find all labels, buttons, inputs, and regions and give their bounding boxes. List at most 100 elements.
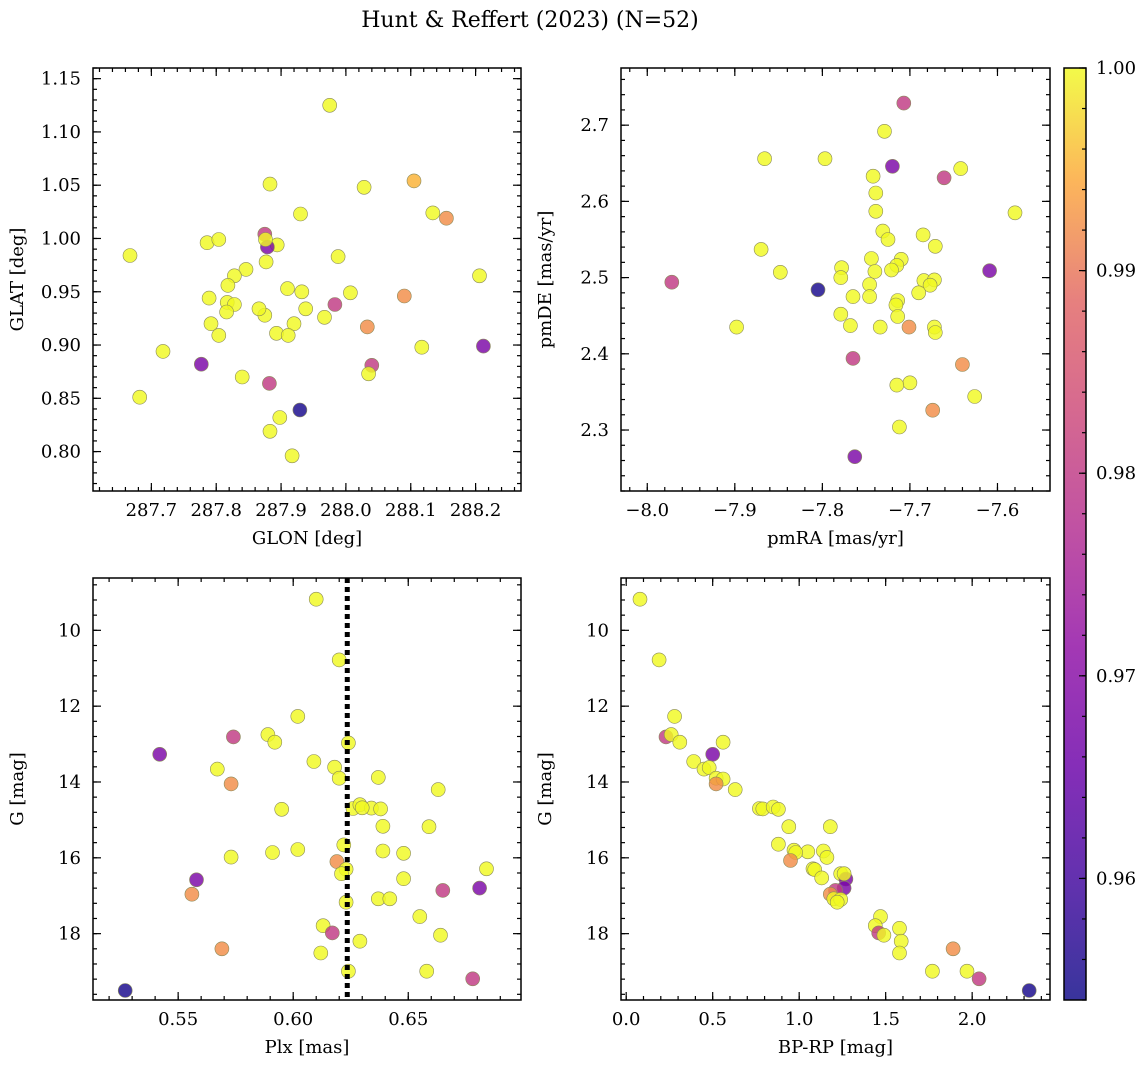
cmd-point <box>876 927 892 943</box>
cmd-point <box>971 971 987 987</box>
plx-point <box>210 761 225 777</box>
pm-point <box>868 204 884 219</box>
cmd-point <box>836 866 852 882</box>
cmd-point <box>708 776 724 792</box>
cmd-point <box>945 941 961 957</box>
cmd-point <box>771 801 786 817</box>
plx-point <box>226 729 241 745</box>
cmd-point <box>667 709 682 724</box>
sky-point <box>406 173 422 189</box>
plx-point <box>331 770 347 786</box>
plx-point <box>214 941 230 957</box>
sky-xtick-label: 287.7 <box>126 500 178 521</box>
sky-point <box>414 339 430 355</box>
plx-point <box>382 891 398 907</box>
plx-point <box>375 843 391 859</box>
sky-point <box>327 297 343 312</box>
plx-ylabel: G [mag] <box>7 752 28 825</box>
cmd-xtick-label: 0.0 <box>612 1009 641 1030</box>
cmd-point <box>959 963 975 979</box>
colorbar-tick-label: 1.00 <box>1096 58 1136 79</box>
pm-xtick-label: −7.9 <box>713 500 757 521</box>
pm-point <box>868 185 884 201</box>
plx-point <box>352 933 368 949</box>
plx-point <box>412 909 428 924</box>
plx-point <box>370 770 386 785</box>
plx-xtick-label: 0.55 <box>158 1009 198 1030</box>
plx-ytick-label: 16 <box>58 848 81 869</box>
plx-point <box>324 925 340 941</box>
sky-point <box>396 288 412 304</box>
plx-point <box>479 861 494 877</box>
sky-point <box>280 281 295 296</box>
sky-point <box>132 389 147 405</box>
pm-point <box>892 419 907 435</box>
pm-point <box>922 277 938 293</box>
cmd-point <box>715 734 731 750</box>
panel-pm: −8.0 −7.9 −7.8 −7.7 −7.6 2.3 2.4 2.5 2.6 2.7 pmRA … <box>535 67 1051 549</box>
cmd-frame <box>620 577 1051 1001</box>
pm-point <box>843 318 858 333</box>
cmd-xtick-label: 2.0 <box>958 1009 987 1030</box>
cmd-xtick-label: 1.5 <box>871 1009 900 1030</box>
sky-point <box>238 262 254 277</box>
sky-xtick-label: 287.8 <box>190 500 242 521</box>
cmd-point <box>727 782 743 797</box>
plx-point <box>184 886 200 902</box>
sky-xtick-label: 288.0 <box>320 500 372 521</box>
sky-point <box>472 268 487 284</box>
pm-point <box>927 239 943 254</box>
pm-ytick-label: 2.7 <box>580 115 609 136</box>
cmd-ytick-label: 16 <box>586 848 609 869</box>
sky-point <box>211 328 227 343</box>
cmd-xtick-label: 0.5 <box>698 1009 727 1030</box>
cmd-point <box>1021 983 1037 998</box>
sky-ytick-label: 0.90 <box>41 335 81 356</box>
sky-point <box>194 356 209 372</box>
pm-ylabel: pmDE [mas/yr] <box>535 211 556 349</box>
pm-point <box>872 319 888 335</box>
pm-point <box>772 264 788 280</box>
panel-sky: 287.7 287.8 287.9 288.0 288.1 288.2 0.80 0.85 0.… <box>7 67 522 549</box>
sky-point <box>476 338 491 354</box>
plx-point <box>472 880 487 896</box>
sky-ytick-label: 1.10 <box>41 122 81 143</box>
colorbar-tick-label: 0.96 <box>1096 868 1136 889</box>
cmd-point <box>819 850 835 865</box>
cmd-point <box>632 591 648 607</box>
cmd-xlabel: BP-RP [mag] <box>778 1037 893 1058</box>
sky-point <box>361 366 376 382</box>
plx-ytick-label: 14 <box>58 772 81 793</box>
plx-point <box>267 734 283 750</box>
pm-point <box>880 232 896 247</box>
plx-ytick-label: 10 <box>58 620 81 641</box>
plx-point <box>290 709 306 724</box>
plx-point <box>433 927 448 943</box>
cmd-point <box>781 819 797 835</box>
pm-point <box>864 251 879 266</box>
figure-title: Hunt & Reffert (2023) (N=52) <box>361 8 699 33</box>
sky-ytick-label: 1.05 <box>41 175 81 196</box>
sky-point <box>317 309 332 325</box>
cmd-point <box>672 734 688 750</box>
sky-point <box>280 328 296 343</box>
sky-ytick-label: 1.15 <box>41 69 81 90</box>
pm-point <box>884 262 899 278</box>
sky-point <box>298 301 314 317</box>
plx-point <box>223 776 239 792</box>
plx-point <box>313 945 329 961</box>
sky-point <box>272 410 288 425</box>
pm-point <box>925 402 941 418</box>
sky-point <box>258 254 274 270</box>
sky-frame <box>92 67 522 492</box>
pm-point <box>810 282 826 298</box>
sky-point <box>425 205 441 221</box>
cmd-point <box>771 836 786 852</box>
sky-point <box>262 176 278 192</box>
cmd-point <box>705 746 721 762</box>
plx-xtick-label: 0.60 <box>273 1009 313 1030</box>
sky-ytick-label: 0.95 <box>41 282 81 303</box>
plx-xtick-label: 0.65 <box>388 1009 428 1030</box>
cmd-point <box>651 652 667 668</box>
